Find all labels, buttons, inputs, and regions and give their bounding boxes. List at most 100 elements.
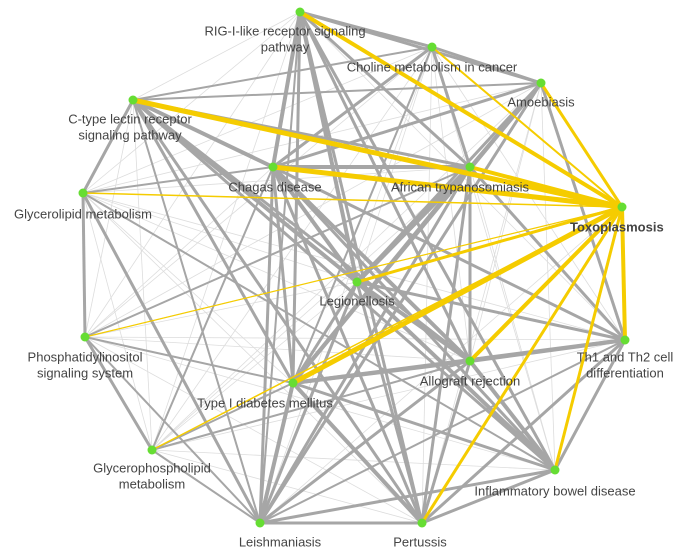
node-label: differentiation <box>586 365 664 380</box>
edge <box>355 280 472 363</box>
edge <box>131 99 424 524</box>
highlight-edge <box>431 46 623 208</box>
edge <box>355 281 424 524</box>
highlight-edge <box>469 165 623 209</box>
edge <box>421 46 433 524</box>
node-label: signaling pathway <box>78 127 182 142</box>
node-label: Allograft rejection <box>420 373 520 388</box>
edge <box>151 449 261 524</box>
highlight-edge <box>539 82 624 208</box>
edge <box>151 11 301 451</box>
highlight-edge <box>272 164 623 210</box>
edge <box>292 381 556 472</box>
highlight-edge <box>468 205 624 363</box>
edge <box>431 45 542 85</box>
node <box>255 518 265 528</box>
node <box>417 518 427 528</box>
edge <box>84 336 423 524</box>
edge <box>151 46 433 451</box>
edge <box>82 166 274 194</box>
node <box>620 335 630 345</box>
edge <box>84 336 626 341</box>
node-label: Leishmaniasis <box>239 534 322 549</box>
node-label: Choline metabolism in cancer <box>347 59 518 74</box>
node <box>288 378 298 388</box>
node <box>268 162 278 172</box>
edge <box>82 192 358 283</box>
node <box>80 332 90 342</box>
edge <box>84 336 261 524</box>
edge <box>355 280 557 472</box>
edge <box>132 11 301 101</box>
edge <box>151 449 423 524</box>
highlight-edge <box>291 204 624 386</box>
edge <box>132 46 433 101</box>
edge <box>271 165 359 284</box>
edge <box>291 281 359 384</box>
node-label: Amoebiasis <box>507 94 575 109</box>
edge <box>82 192 153 451</box>
edge <box>421 468 556 525</box>
edge <box>84 11 301 338</box>
edge <box>82 192 423 524</box>
highlight-edge <box>132 97 623 210</box>
node <box>465 356 475 366</box>
edge <box>82 166 471 194</box>
edge <box>259 359 471 525</box>
edge <box>132 99 153 451</box>
edge <box>84 46 433 338</box>
highlight-edge <box>620 206 627 341</box>
highlight-edge <box>82 192 623 208</box>
nodes <box>78 7 630 528</box>
edge <box>468 165 627 342</box>
edge <box>81 192 262 524</box>
highlight-edge <box>553 206 624 471</box>
edge <box>271 166 295 384</box>
edge <box>553 339 627 471</box>
node-label: Phosphatidylinositol <box>28 349 143 364</box>
edge <box>430 46 472 168</box>
edge <box>82 192 471 362</box>
node <box>147 445 157 455</box>
node-label: Type I diabetes mellitus <box>197 395 333 410</box>
highlight-edge <box>298 10 624 209</box>
edge <box>84 336 294 384</box>
node-label: RIG-I-like receptor signaling <box>204 23 365 38</box>
edge <box>132 99 261 524</box>
edge <box>292 359 471 385</box>
edge <box>259 468 556 525</box>
edge <box>272 45 433 169</box>
node <box>465 162 475 172</box>
edge <box>291 381 424 525</box>
node-label: Legionellosis <box>319 293 395 308</box>
node <box>78 188 88 198</box>
node-label: metabolism <box>119 476 185 491</box>
edge <box>258 382 295 524</box>
highlight-edge <box>356 205 623 284</box>
highlight-edge <box>420 206 624 524</box>
node-label: Glycerophospholipid <box>93 460 211 475</box>
edge <box>82 192 294 384</box>
edge <box>151 166 274 451</box>
edge <box>83 336 154 451</box>
edge <box>271 166 424 524</box>
edge <box>421 82 542 524</box>
edge <box>132 82 542 101</box>
edges <box>81 10 627 525</box>
edge <box>84 166 471 338</box>
node <box>128 95 138 105</box>
node <box>352 277 362 287</box>
node-label: African trypanosomiasis <box>391 179 529 194</box>
edge <box>539 82 627 341</box>
node-label: C-type lectin receptor <box>68 111 192 126</box>
edge <box>356 280 626 342</box>
node <box>617 202 627 212</box>
edge <box>468 359 557 472</box>
node-label: Th1 and Th2 cell <box>577 349 674 364</box>
edge <box>151 382 294 451</box>
edge <box>298 11 424 524</box>
edge <box>82 192 556 471</box>
node-label: Pertussis <box>393 534 447 549</box>
